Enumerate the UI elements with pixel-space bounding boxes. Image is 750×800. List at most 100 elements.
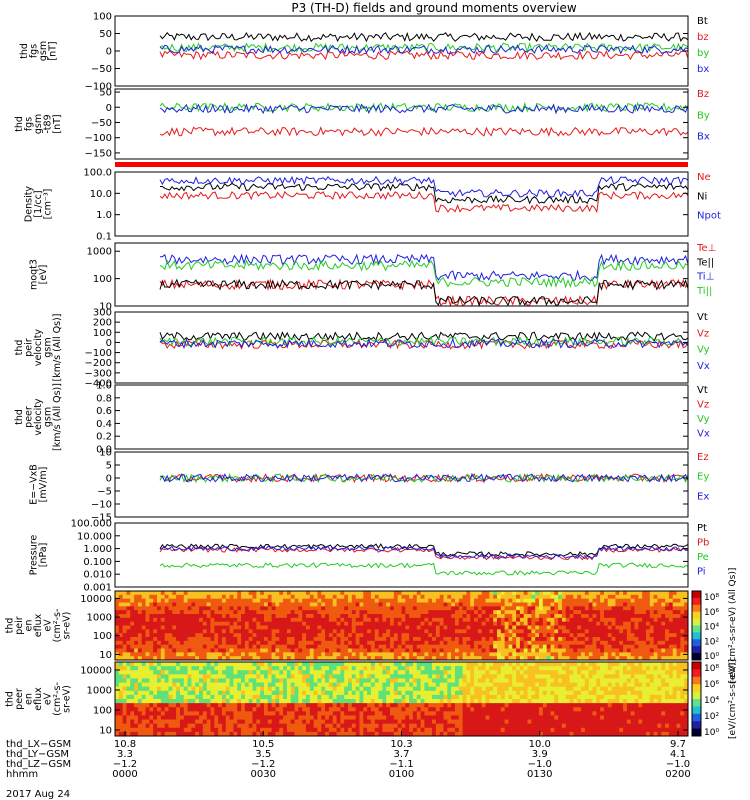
heat-cell xyxy=(451,727,456,733)
heat-cell xyxy=(168,602,173,607)
heat-cell xyxy=(252,670,257,675)
heat-cell xyxy=(581,621,586,626)
heat-cell xyxy=(191,670,196,675)
heat-cell xyxy=(405,621,410,626)
heat-cell xyxy=(569,644,574,649)
heat-cell xyxy=(214,715,219,720)
heat-cell xyxy=(340,614,345,619)
heat-cell xyxy=(313,666,318,671)
heat-cell xyxy=(218,694,223,700)
heat-cell xyxy=(244,707,250,712)
heat-cell xyxy=(176,690,181,696)
legend-Ti||: Ti|| xyxy=(696,286,712,297)
heat-cell xyxy=(458,711,464,716)
heat-cell xyxy=(458,707,464,712)
heat-cell xyxy=(179,602,185,607)
heat-cell xyxy=(206,625,211,630)
heat-cell xyxy=(642,591,647,596)
heat-cell xyxy=(325,678,330,683)
heat-cell xyxy=(439,707,444,712)
legend-Ex: Ex xyxy=(697,491,709,502)
heat-cell xyxy=(623,621,628,626)
heat-cell xyxy=(470,715,475,720)
heat-cell xyxy=(561,648,567,653)
heat-cell xyxy=(420,678,425,683)
heat-cell xyxy=(458,662,464,667)
heat-cell xyxy=(489,640,494,646)
heat-cell xyxy=(206,723,211,729)
heat-cell xyxy=(202,666,208,671)
heat-cell xyxy=(516,594,521,600)
heat-cell xyxy=(134,731,139,737)
heat-cell xyxy=(577,621,582,626)
heat-cell xyxy=(378,591,383,596)
heat-cell xyxy=(367,723,372,729)
heat-cell xyxy=(504,723,509,729)
heat-cell xyxy=(680,610,685,615)
heat-cell xyxy=(153,727,158,733)
heat-cell xyxy=(477,617,483,623)
heat-cell xyxy=(412,640,418,646)
heat-cell xyxy=(432,617,437,623)
heat-cell xyxy=(275,656,280,661)
heat-cell xyxy=(393,715,399,720)
heat-cell xyxy=(202,602,208,607)
heat-cell xyxy=(386,644,391,649)
heat-cell xyxy=(294,652,299,657)
heat-cell xyxy=(199,678,204,683)
heat-cell xyxy=(241,656,246,661)
y-tick-label: −100 xyxy=(85,82,112,93)
heat-cell xyxy=(187,656,192,661)
heat-cell xyxy=(248,633,253,638)
heat-cell xyxy=(225,715,230,720)
heat-cell xyxy=(122,629,127,634)
heat-cell xyxy=(118,670,124,675)
heat-cell xyxy=(432,711,437,716)
heat-cell xyxy=(451,686,456,692)
heat-cell xyxy=(355,648,360,653)
heat-cell xyxy=(581,602,586,607)
heat-cell xyxy=(623,640,628,646)
heat-cell xyxy=(684,602,689,607)
heat-cell xyxy=(225,614,230,619)
heat-cell xyxy=(302,637,307,642)
heat-cell xyxy=(573,648,578,653)
heat-cell xyxy=(134,625,139,630)
heat-cell xyxy=(489,602,494,607)
heat-cell xyxy=(397,731,402,737)
heat-cell xyxy=(317,633,322,638)
heat-cell xyxy=(462,719,467,725)
heat-cell xyxy=(466,711,471,716)
heat-cell xyxy=(596,591,601,596)
heat-cell xyxy=(348,715,353,720)
heat-cell xyxy=(332,707,337,712)
heat-cell xyxy=(519,637,525,642)
heat-cell xyxy=(214,617,219,623)
heat-cell xyxy=(386,598,391,603)
heat-cell xyxy=(317,694,322,700)
heat-cell xyxy=(317,610,322,615)
heat-cell xyxy=(317,703,322,708)
heat-cell xyxy=(489,731,494,737)
heat-cell xyxy=(504,648,509,653)
heat-cell xyxy=(229,694,234,700)
heat-cell xyxy=(485,625,490,630)
heat-cell xyxy=(126,602,131,607)
heat-cell xyxy=(313,629,318,634)
heat-cell xyxy=(332,670,337,675)
heat-cell xyxy=(676,656,681,661)
heat-cell xyxy=(370,625,376,630)
heat-cell xyxy=(118,711,124,716)
heat-cell xyxy=(340,652,345,657)
heat-cell xyxy=(206,648,211,653)
heat-cell xyxy=(351,727,357,733)
heat-cell xyxy=(565,633,570,638)
heat-cell xyxy=(130,723,135,729)
heat-cell xyxy=(195,690,200,696)
heat-cell xyxy=(424,711,429,716)
heat-cell xyxy=(157,674,162,679)
heat-cell xyxy=(672,617,677,623)
heat-cell xyxy=(638,598,643,603)
heat-cell xyxy=(130,682,135,688)
heat-cell xyxy=(286,723,292,729)
